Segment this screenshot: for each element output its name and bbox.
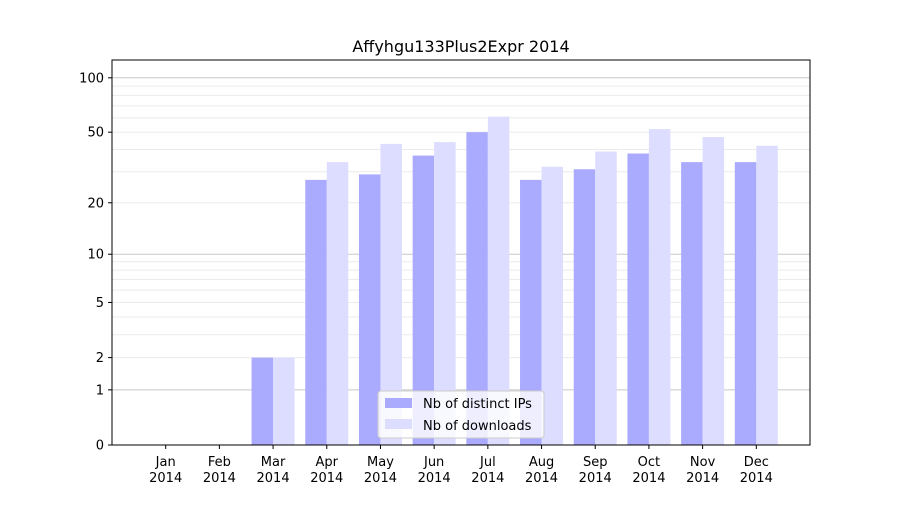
- x-tick-label: May 2014: [364, 455, 397, 486]
- legend: Nb of distinct IPs Nb of downloads: [377, 390, 545, 439]
- bar-distinct-ips: [627, 153, 649, 445]
- x-tick-label: Jul 2014: [471, 455, 504, 486]
- x-tick-label: Mar 2014: [257, 455, 290, 486]
- bar-downloads: [273, 357, 295, 445]
- legend-box: [377, 390, 545, 439]
- y-tick-label: 1: [96, 383, 104, 398]
- bar-distinct-ips: [305, 179, 327, 445]
- chart-title: Affyhgu133Plus2Expr 2014: [352, 37, 569, 56]
- y-tick-label: 0: [96, 439, 104, 454]
- bar-downloads: [434, 142, 456, 445]
- legend-label-downloads: Nb of downloads: [423, 419, 532, 434]
- x-tick-label: Jan 2014: [149, 455, 182, 486]
- bar-distinct-ips: [681, 162, 703, 445]
- plot-frame: [111, 59, 811, 446]
- legend-swatch-downloads: [385, 419, 412, 429]
- legend-label-ips: Nb of distinct IPs: [423, 397, 532, 412]
- bar-downloads: [595, 151, 617, 445]
- bar-downloads: [380, 143, 402, 445]
- grid-lines: [112, 77, 810, 391]
- bar-distinct-ips: [573, 169, 596, 445]
- x-tick-label: Apr 2014: [310, 455, 343, 486]
- bar-distinct-ips: [520, 179, 542, 445]
- y-tick-label: 20: [87, 196, 104, 211]
- x-tick-label: Aug 2014: [525, 455, 558, 486]
- bar-downloads: [756, 145, 778, 445]
- x-tick-label: Nov 2014: [686, 455, 719, 486]
- bar-downloads: [702, 136, 725, 445]
- x-tick-label: Oct 2014: [632, 455, 665, 486]
- x-tick-label: Jun 2014: [418, 455, 451, 486]
- y-axis: 0 1 2 5 10 20 50 100: [79, 71, 112, 454]
- bar-distinct-ips: [251, 357, 274, 445]
- x-tick-label: Sep 2014: [579, 455, 612, 486]
- bar-downloads: [487, 116, 510, 445]
- y-tick-label: 50: [87, 126, 104, 141]
- x-axis: Jan 2014 Feb 2014 Mar 2014 Apr 2014 May 2014 Jun 20…: [149, 445, 773, 486]
- y-tick-label: 100: [79, 71, 104, 86]
- legend-swatch-ips: [385, 398, 412, 408]
- bar-distinct-ips: [734, 162, 757, 445]
- x-tick-label: Dec 2014: [740, 455, 773, 486]
- bar-downloads: [541, 166, 564, 446]
- bar-distinct-ips: [412, 155, 435, 445]
- bar-distinct-ips: [358, 174, 381, 445]
- bars: [251, 116, 778, 446]
- x-tick-label: Feb 2014: [203, 455, 236, 486]
- y-tick-label: 2: [96, 351, 104, 366]
- bar-downloads: [648, 129, 671, 445]
- bar-distinct-ips: [466, 132, 488, 445]
- bar-downloads: [326, 162, 349, 445]
- y-tick-label: 5: [96, 296, 104, 311]
- y-tick-label: 10: [87, 248, 104, 263]
